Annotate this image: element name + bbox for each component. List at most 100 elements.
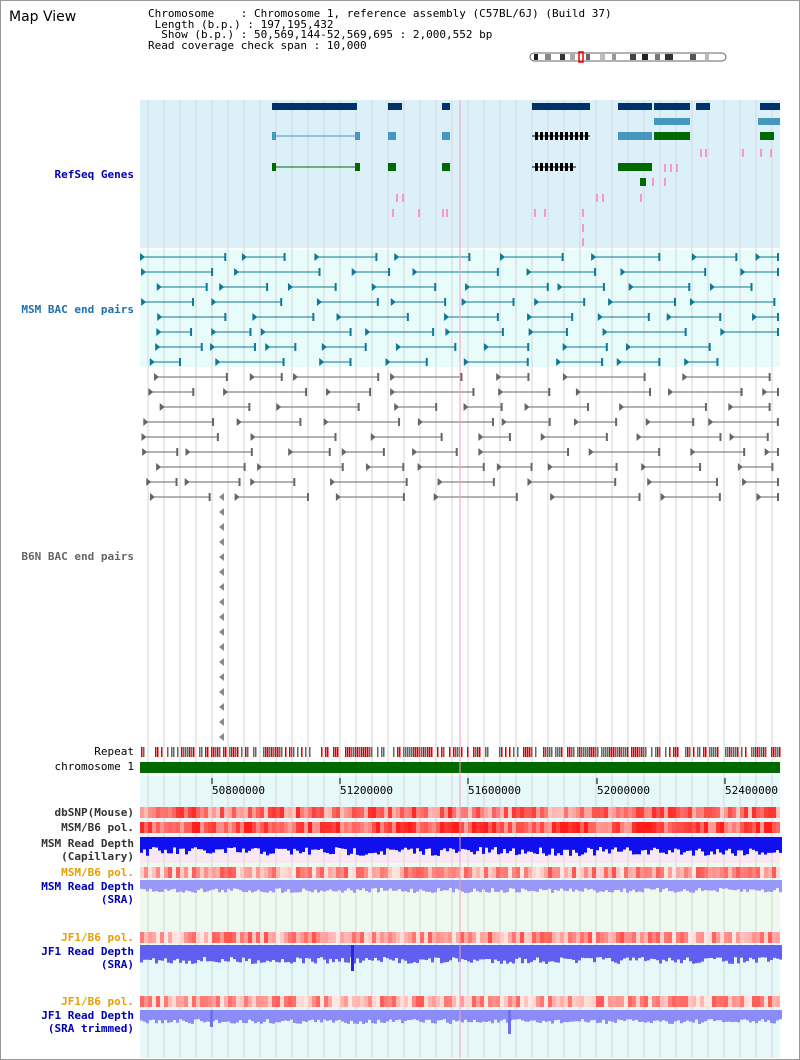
- read-depth-bar: [626, 1010, 629, 1020]
- polymorphism-cell: [304, 822, 308, 833]
- read-depth-bar: [431, 1010, 434, 1024]
- repeat-element: [273, 747, 275, 757]
- polymorphism-cell: [636, 822, 640, 833]
- polymorphism-cell: [168, 822, 172, 833]
- polymorphism-cell: [584, 867, 588, 878]
- read-depth-bar: [350, 837, 353, 854]
- b6n-bac-pair-end: [740, 388, 743, 396]
- read-depth-bar: [170, 837, 173, 854]
- polymorphism-cell: [332, 932, 336, 943]
- read-depth-bar: [341, 880, 344, 893]
- read-depth-bar: [392, 945, 395, 961]
- read-depth-bar: [611, 837, 614, 850]
- msm-bac-pair-end: [349, 358, 352, 366]
- read-depth-bar: [206, 945, 209, 962]
- read-depth-bar: [182, 945, 185, 961]
- repeat-element: [411, 747, 413, 757]
- msm-bac-pair-end: [709, 283, 715, 291]
- coverage-value: 10,000: [326, 38, 367, 52]
- gene-feature-minor: [596, 194, 598, 202]
- read-depth-bar: [614, 880, 617, 890]
- polymorphism-cell: [716, 807, 720, 818]
- read-depth-bar: [575, 1010, 578, 1022]
- read-depth-bar: [719, 837, 722, 853]
- repeat-element: [615, 747, 617, 757]
- read-depth-bar: [269, 837, 272, 854]
- polymorphism-cell: [412, 867, 416, 878]
- msm-bac-track[interactable]: [140, 253, 779, 366]
- refseq-genes-track[interactable]: [272, 103, 780, 246]
- read-depth-bar: [677, 837, 680, 850]
- polymorphism-cell: [312, 807, 316, 818]
- chromosome-ideogram[interactable]: [529, 51, 727, 63]
- repeat-element: [367, 747, 369, 757]
- read-depth-bar: [596, 1010, 599, 1024]
- read-depth-bar: [305, 945, 308, 959]
- msm-bac-pair-end: [211, 298, 217, 306]
- gene-feature-minor: [760, 149, 762, 157]
- polymorphism-cell: [148, 996, 152, 1007]
- read-depth-bar: [158, 945, 161, 961]
- gene-exon: [388, 163, 396, 171]
- gene-feature-minor: [582, 209, 584, 217]
- repeat-track[interactable]: [141, 747, 781, 757]
- polymorphism-cell: [732, 867, 736, 878]
- polymorphism-cell: [400, 822, 404, 833]
- polymorphism-cell: [692, 807, 696, 818]
- read-depth-bar: [233, 837, 236, 848]
- label-dbsnp: dbSNP(Mouse): [54, 806, 134, 819]
- polymorphism-cell: [760, 932, 764, 943]
- read-depth-bar: [767, 945, 770, 962]
- read-depth-bar: [671, 880, 674, 892]
- read-depth-bar: [605, 880, 608, 891]
- polymorphism-cell: [660, 822, 664, 833]
- b6n-bac-pair-end: [159, 403, 165, 411]
- polymorphism-cell: [760, 867, 764, 878]
- polymorphism-cell: [628, 867, 632, 878]
- read-depth-bar: [680, 880, 683, 892]
- polymorphism-cell: [412, 822, 416, 833]
- b6n-bac-pair-end: [668, 388, 674, 396]
- read-depth-bar: [491, 1010, 494, 1024]
- gene-feature-minor: [418, 209, 420, 217]
- b6n-bac-pair-end: [527, 373, 530, 381]
- polymorphism-cell: [580, 822, 584, 833]
- msm-bac-pair-end: [241, 253, 247, 261]
- read-depth-bar: [680, 1010, 683, 1024]
- read-depth-bar: [689, 880, 692, 893]
- read-depth-bar: [464, 837, 467, 850]
- b6n-bac-track[interactable]: [141, 373, 779, 741]
- read-depth-bar: [704, 837, 707, 856]
- read-depth-bar: [596, 945, 599, 958]
- read-depth-bar: [407, 880, 410, 893]
- polymorphism-cell: [184, 996, 188, 1007]
- repeat-element: [455, 747, 457, 757]
- polymorphism-cell: [652, 932, 656, 943]
- read-depth-bar: [293, 945, 296, 963]
- b6n-bac-pair-end: [257, 463, 263, 471]
- read-depth-bar: [335, 880, 338, 892]
- read-depth-bar: [485, 1010, 488, 1022]
- read-depth-bar: [584, 880, 587, 889]
- b6n-bac-pair-end: [573, 418, 579, 426]
- polymorphism-cell: [380, 996, 384, 1007]
- read-depth-tracks[interactable]: [140, 837, 782, 1034]
- polymorphism-cell: [552, 867, 556, 878]
- b6n-bac-end: [219, 598, 224, 606]
- read-depth-bar: [329, 837, 332, 855]
- read-depth-bar: [296, 1010, 299, 1024]
- read-depth-bar: [623, 837, 626, 850]
- polymorphism-cell: [284, 996, 288, 1007]
- polymorphism-cell: [220, 867, 224, 878]
- msm-bac-pair-end: [626, 343, 632, 351]
- polymorphism-cell: [564, 867, 568, 878]
- read-depth-bar: [515, 837, 518, 856]
- read-depth-bar: [407, 945, 410, 964]
- polymorphism-heat-tracks[interactable]: [140, 807, 780, 1007]
- repeat-element: [687, 747, 689, 757]
- polymorphism-cell: [616, 822, 620, 833]
- repeat-element: [277, 747, 279, 757]
- polymorphism-cell: [368, 822, 372, 833]
- repeat-element: [281, 747, 283, 757]
- gene-feature: [532, 103, 590, 110]
